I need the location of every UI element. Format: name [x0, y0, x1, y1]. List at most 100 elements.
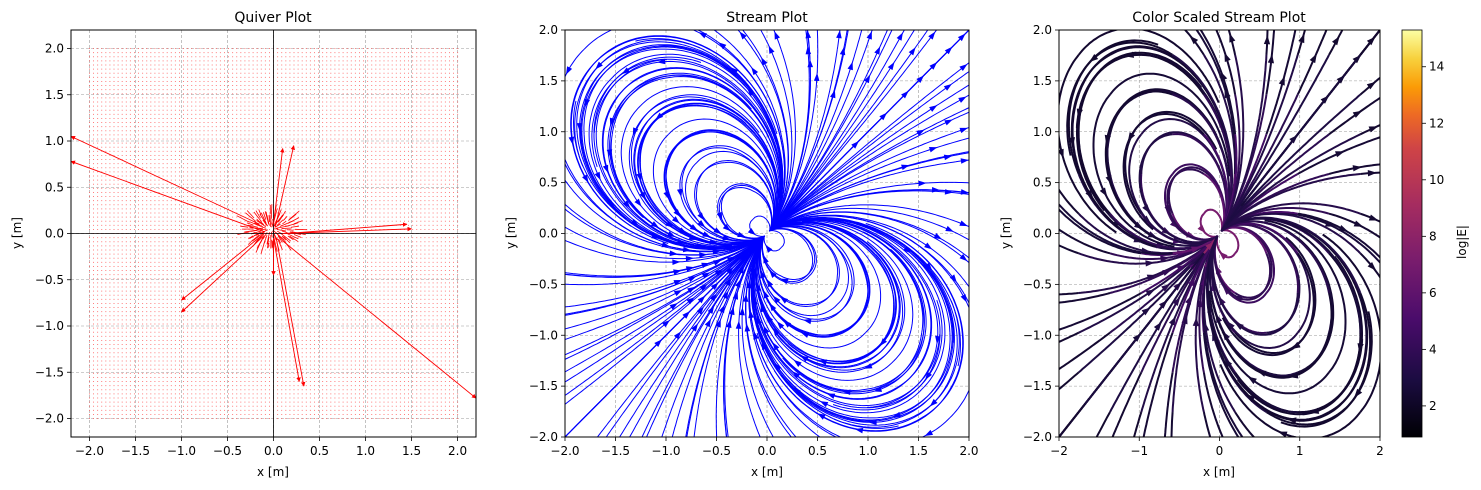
quiver-arrow — [207, 397, 209, 399]
quiver-arrow — [183, 196, 184, 197]
quiver-arrow — [154, 348, 156, 350]
quiver-arrow — [203, 245, 205, 247]
quiver-arrow — [117, 319, 119, 321]
quiver-arrow — [301, 257, 303, 259]
quiver-arrow — [105, 249, 107, 251]
quiver-arrow — [113, 56, 115, 58]
quiver-arrow — [215, 360, 217, 362]
quiver-arrow — [166, 163, 168, 165]
quiver-arrow — [309, 389, 311, 391]
quiver-arrow — [162, 85, 164, 86]
quiver-arrow — [105, 315, 107, 317]
quiver-arrow — [207, 360, 209, 362]
quiver-arrow — [199, 105, 201, 107]
quiver-arrow — [203, 126, 205, 128]
quiver-arrow — [117, 274, 119, 276]
quiver-arrow — [232, 393, 234, 395]
quiver-arrow — [93, 85, 94, 86]
quiver-arrow — [264, 48, 266, 49]
quiver-arrow — [142, 352, 144, 354]
quiver-arrow — [154, 249, 156, 251]
quiver-arrow — [199, 286, 201, 288]
quiver-arrow — [203, 224, 205, 226]
quiver-arrow — [293, 413, 295, 415]
quiver-arrow — [289, 85, 291, 86]
quiver-arrow — [105, 311, 107, 313]
quiver-arrow — [121, 52, 123, 54]
quiver-arrow — [309, 204, 311, 206]
quiver-arrow — [93, 52, 94, 54]
quiver-arrow — [170, 179, 172, 181]
quiver-arrow — [219, 376, 221, 378]
quiver-arrow — [93, 142, 94, 144]
quiver-arrow — [113, 319, 115, 321]
quiver-arrow — [277, 389, 279, 391]
quiver-arrow — [224, 261, 225, 263]
quiver-arrow — [264, 150, 266, 152]
quiver-arrow — [142, 278, 144, 280]
quiver-arrow — [236, 64, 238, 66]
quiver-arrow — [244, 134, 246, 136]
quiver-arrow — [203, 72, 205, 74]
quiver-arrow — [146, 200, 148, 202]
quiver-arrow — [154, 389, 156, 391]
quiver-arrow — [150, 64, 152, 66]
quiver-arrow — [113, 196, 115, 197]
quiver-arrow — [162, 270, 164, 271]
quiver-arrow — [260, 167, 262, 169]
quiver-arrow — [224, 97, 225, 99]
quiver-arrow — [89, 117, 90, 119]
quiver-arrow — [309, 183, 311, 185]
quiver-arrow — [142, 52, 144, 54]
quiver-arrow — [113, 290, 115, 292]
quiver-arrow — [289, 298, 291, 300]
quiver-arrow — [109, 323, 111, 325]
quiver-arrow — [191, 175, 193, 177]
quiver-arrow — [305, 389, 307, 391]
quiver-arrow — [138, 237, 139, 239]
quiver-arrow — [158, 368, 160, 370]
quiver-arrow — [129, 413, 131, 415]
quiver-arrow — [285, 159, 287, 160]
quiver-arrow — [224, 302, 225, 304]
quiver-arrow — [215, 352, 217, 354]
quiver-arrow — [117, 72, 119, 74]
quiver-arrow — [187, 105, 189, 107]
quiver-arrow — [89, 397, 90, 399]
quiver-arrow — [256, 319, 258, 321]
quiver-arrow — [301, 261, 303, 263]
quiver-arrow — [203, 52, 205, 54]
quiver-arrow — [285, 113, 287, 115]
quiver-arrow — [211, 224, 213, 226]
quiver-arrow — [277, 200, 279, 202]
quiver-arrow — [260, 76, 262, 78]
quiver-arrow — [170, 113, 172, 115]
quiver-arrow — [93, 72, 94, 74]
quiver-arrow — [162, 389, 164, 391]
quiver-arrow — [240, 191, 242, 193]
quiver-arrow — [170, 60, 172, 62]
quiver-arrow — [305, 274, 307, 276]
quiver-arrow — [105, 204, 107, 206]
quiver-arrow — [207, 323, 209, 325]
quiver-arrow — [309, 265, 311, 267]
quiver-arrow — [252, 163, 254, 165]
quiver-arrow — [219, 175, 221, 177]
quiver-arrow — [301, 208, 303, 210]
quiver-arrow — [146, 364, 148, 366]
quiver-arrow — [138, 60, 139, 62]
quiver-arrow — [240, 60, 242, 62]
quiver-arrow — [281, 138, 283, 140]
quiver-arrow — [219, 163, 221, 165]
quiver-arrow — [195, 212, 197, 214]
quiver-arrow — [228, 385, 229, 387]
quiver-arrow — [174, 389, 176, 391]
quiver-arrow — [191, 294, 193, 296]
quiver-arrow — [105, 319, 107, 321]
quiver-arrow — [162, 368, 164, 370]
quiver-arrow — [158, 290, 160, 292]
quiver-arrow — [224, 389, 225, 391]
quiver-arrow — [191, 282, 193, 284]
quiver-arrow — [240, 56, 242, 58]
